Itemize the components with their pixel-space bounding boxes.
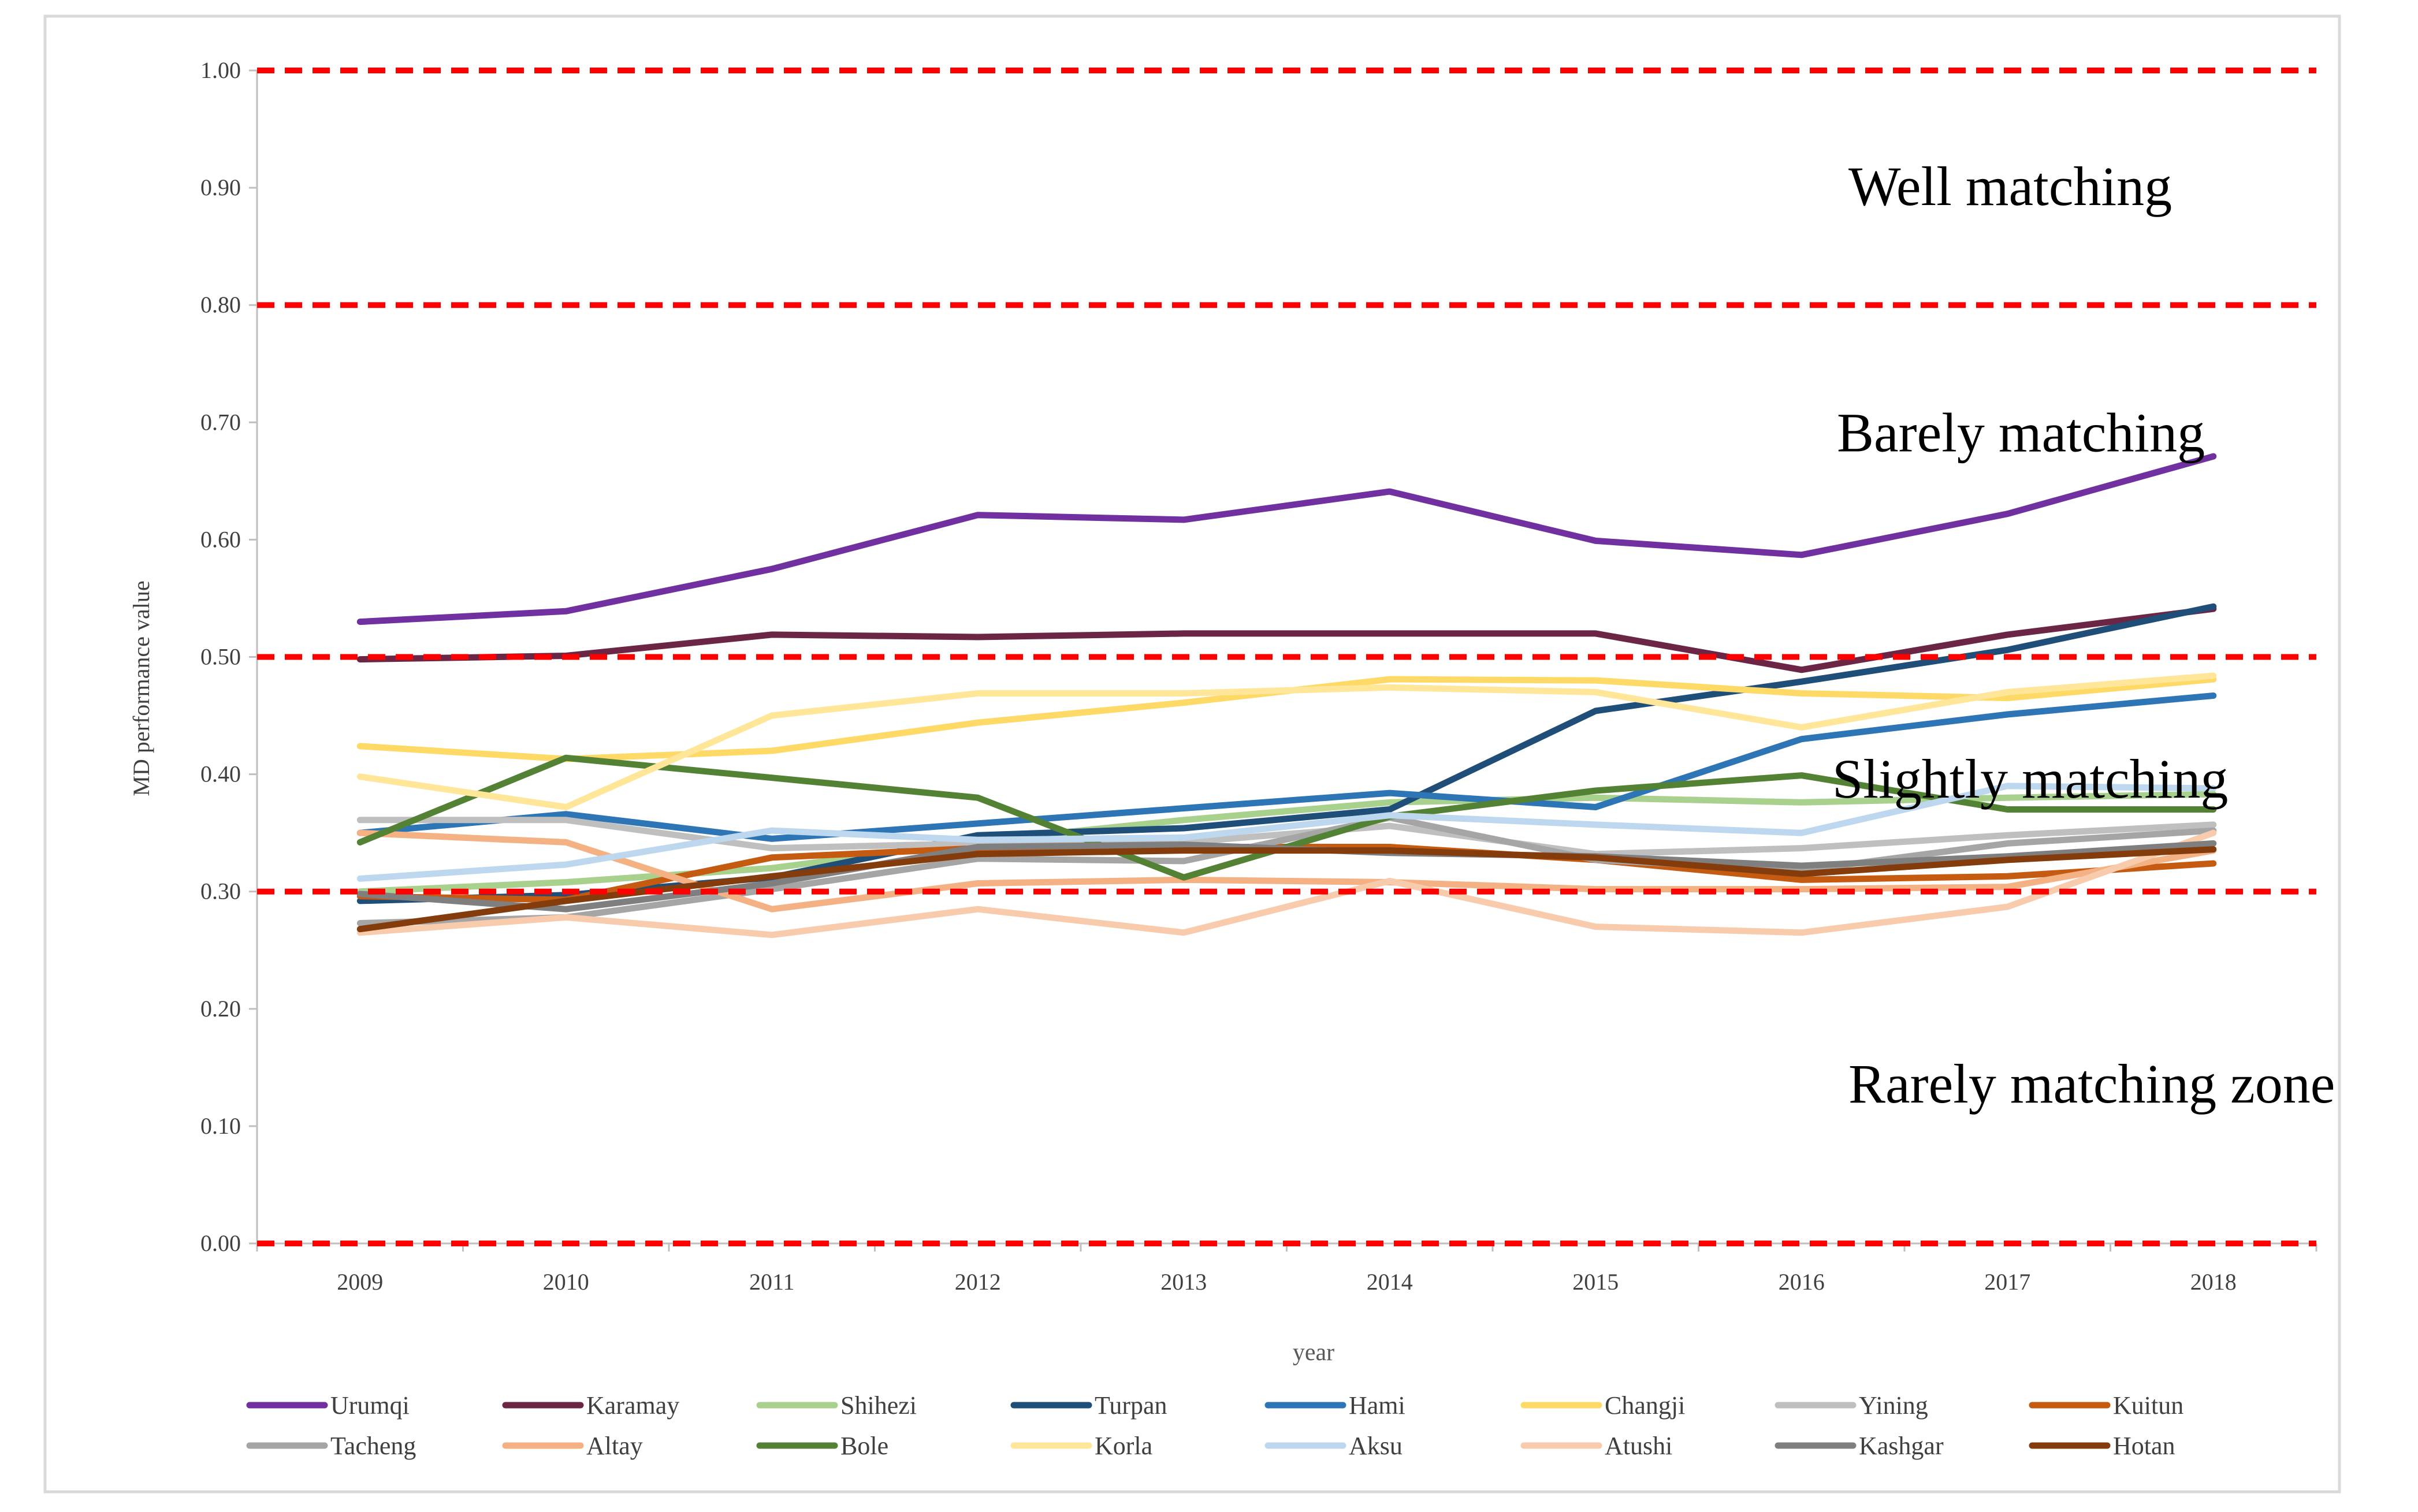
- x-tick-label: 2010: [543, 1269, 589, 1295]
- y-axis-title: MD performance value: [128, 580, 154, 796]
- zone-label-barely: Barely matching: [1837, 402, 2205, 464]
- y-tick-label: 0.60: [200, 526, 241, 552]
- y-tick-label: 0.80: [200, 292, 241, 318]
- threshold-lines: [257, 68, 2316, 1246]
- y-tick-label: 0.00: [200, 1230, 241, 1256]
- y-tick-label: 0.20: [200, 996, 241, 1022]
- y-tick-label: 0.50: [200, 644, 241, 670]
- legend-label-atushi: Atushi: [1605, 1432, 1672, 1460]
- series-lines: [356, 453, 2217, 939]
- series-line-hami: [356, 692, 2217, 842]
- series-line-yining: [356, 817, 2217, 858]
- series-line-altay: [356, 829, 2217, 913]
- legend-label-kuitun: Kuitun: [2113, 1391, 2183, 1420]
- zone-label-well: Well matching: [1848, 155, 2172, 217]
- y-axis: 0.00 0.10 0.20 0.30 0.40 0.50 0.60 0.70 0.80 0.90…: [200, 57, 258, 1256]
- series-line-urumqi: [356, 453, 2217, 625]
- legend-label-shihezi: Shihezi: [840, 1391, 917, 1420]
- legend-label-altay: Altay: [586, 1432, 643, 1460]
- legend-label-turpan: Turpan: [1095, 1391, 1167, 1420]
- x-tick-label: 2016: [1779, 1269, 1825, 1295]
- zone-labels: Well matching Barely matching Slightly mat…: [1832, 155, 2335, 1115]
- legend-label-karamay: Karamay: [586, 1391, 679, 1420]
- x-tick-label: 2017: [1984, 1269, 2030, 1295]
- legend-label-urumqi: Urumqi: [330, 1391, 410, 1420]
- legend-label-aksu: Aksu: [1349, 1432, 1403, 1460]
- y-tick-label: 0.30: [200, 878, 241, 904]
- legend-label-tacheng: Tacheng: [330, 1432, 416, 1460]
- x-tick-label: 2011: [749, 1269, 795, 1295]
- y-tick-label: 0.10: [200, 1113, 241, 1139]
- x-tick-label: 2012: [955, 1269, 1001, 1295]
- legend-label-hotan: Hotan: [2113, 1432, 2175, 1460]
- x-tick-label: 2013: [1160, 1269, 1207, 1295]
- series-line-atushi: [356, 829, 2217, 939]
- x-tick-label: 2015: [1572, 1269, 1619, 1295]
- legend: Urumqi Karamay Shihezi Turpan Hami Changji Yin…: [246, 1391, 2183, 1460]
- x-tick-label: 2018: [2190, 1269, 2237, 1295]
- x-axis-title: year: [1293, 1339, 1334, 1366]
- zone-label-rarely: Rarely matching zone: [1848, 1053, 2335, 1115]
- x-tick-label: 2014: [1367, 1269, 1413, 1295]
- series-line-hotan: [356, 846, 2217, 933]
- legend-label-korla: Korla: [1095, 1432, 1152, 1460]
- y-tick-label: 0.40: [200, 761, 241, 787]
- legend-label-yining: Yining: [1859, 1391, 1928, 1420]
- y-tick-label: 0.90: [200, 174, 241, 200]
- legend-label-kashgar: Kashgar: [1859, 1432, 1944, 1460]
- series-line-korla: [356, 672, 2217, 810]
- y-tick-label: 1.00: [200, 57, 241, 83]
- zone-label-slightly: Slightly matching: [1832, 748, 2228, 810]
- legend-label-hami: Hami: [1349, 1391, 1405, 1420]
- series-line-tacheng: [356, 814, 2217, 926]
- legend-label-changji: Changji: [1605, 1391, 1685, 1420]
- legend-label-bole: Bole: [840, 1432, 888, 1460]
- x-tick-label: 2009: [337, 1269, 383, 1295]
- y-tick-label: 0.70: [200, 409, 241, 435]
- series-line-aksu: [356, 783, 2217, 882]
- series-line-karamay: [356, 605, 2217, 673]
